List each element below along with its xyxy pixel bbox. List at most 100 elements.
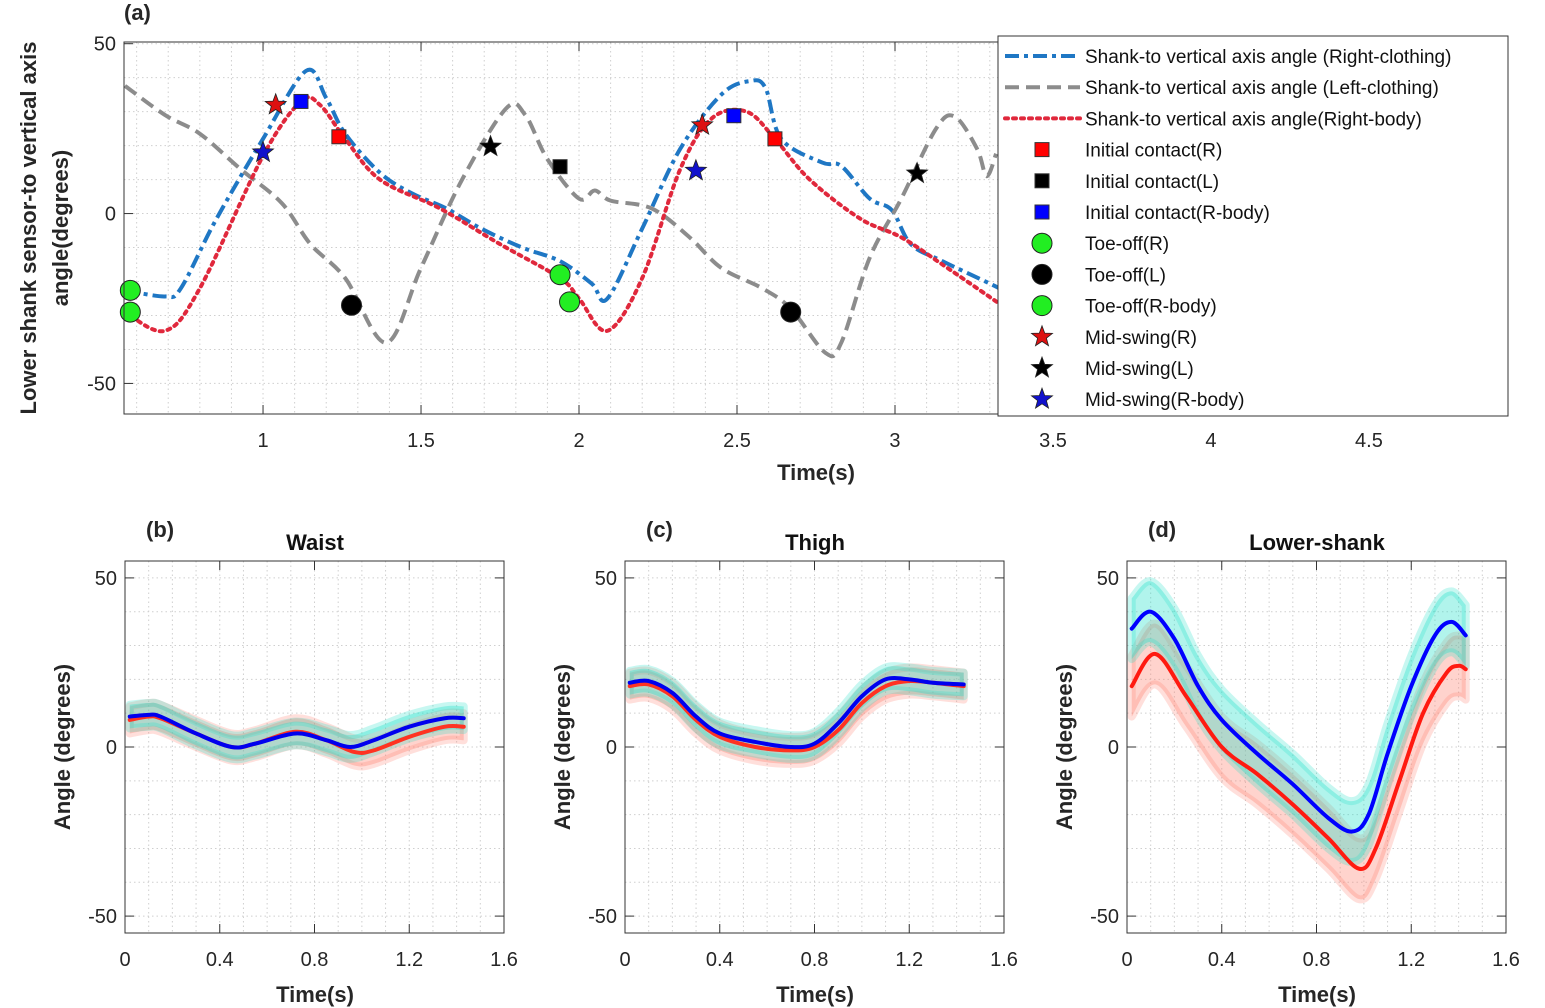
legend-marker-swatch: [1031, 295, 1053, 317]
panel-d: 0 0.4 0.8 1.2 1.6-50050(d)Lower-shankTime(s)…: [1052, 517, 1520, 1007]
event-marker-star: [690, 113, 714, 136]
legend-label: Toe-off(R): [1085, 234, 1169, 255]
legend-label: Initial contact(L): [1085, 172, 1219, 193]
panel-title: Lower-shank: [1249, 530, 1385, 555]
event-marker-square: [767, 131, 783, 147]
legend-label: Shank-to vertical axis angle (Right-clot…: [1085, 47, 1451, 68]
event-marker-square: [331, 129, 347, 145]
legend-label: Shank-to vertical axis angle (Left-cloth…: [1085, 78, 1439, 99]
x-tick-label: 2.5: [723, 430, 751, 452]
event-marker-square: [293, 93, 309, 109]
x-tick-label: 0.8: [801, 949, 829, 971]
y-tick-label: 50: [95, 568, 117, 590]
legend-marker-swatch: [1034, 204, 1050, 220]
x-tick-label: 1.2: [895, 949, 923, 971]
x-tick-label: 0: [1121, 949, 1132, 971]
event-marker-square: [726, 108, 742, 124]
x-tick-label: 4.5: [1355, 430, 1383, 452]
y-axis-label: Angle (degrees): [550, 664, 575, 830]
mean-line: [627, 675, 966, 750]
event-marker-square: [552, 159, 568, 175]
y-axis-label: Angle (degrees): [50, 664, 75, 830]
x-tick-label: 3: [889, 430, 900, 452]
grid: [124, 561, 504, 933]
panel-label: (a): [124, 0, 151, 25]
y-tick-label: -50: [588, 906, 617, 928]
legend-marker-swatch: [1031, 232, 1053, 254]
panel-title: Waist: [286, 530, 345, 555]
event-marker-star: [251, 140, 275, 163]
x-tick-label: 1.6: [1492, 949, 1520, 971]
y-tick-label: -50: [87, 373, 116, 395]
x-tick-label: 1.6: [990, 949, 1018, 971]
mean-line: [1129, 652, 1468, 871]
event-marker-circle: [549, 264, 571, 286]
series-line: [124, 84, 998, 359]
legend-label: Shank-to vertical axis angle(Right-body): [1085, 109, 1422, 130]
legend-label: Toe-off(L): [1085, 265, 1166, 286]
y-axis-label: Lower shank sensor-to vertical axis: [16, 42, 41, 415]
axes-box: [124, 560, 505, 934]
legend-marker-swatch: [1031, 263, 1053, 285]
legend-item: Initial contact(L): [1034, 172, 1219, 193]
panel-c: 0 0.4 0.8 1.2 1.6-50050(c)ThighTime(s)Angle …: [550, 517, 1018, 1007]
y-tick-label: 50: [595, 568, 617, 590]
legend-item: Toe-off(L): [1031, 263, 1166, 286]
event-marker-star: [684, 158, 708, 181]
x-axis-label: Time(s): [1278, 982, 1356, 1007]
event-marker-circle: [559, 291, 581, 313]
x-tick-label: 1.5: [407, 430, 435, 452]
x-axis-label: Time(s): [777, 460, 855, 485]
legend-label: Toe-off(R-body): [1085, 297, 1217, 318]
event-marker-circle: [119, 279, 141, 301]
y-tick-label: -50: [88, 906, 117, 928]
y-axis-label: Angle (degrees): [1052, 664, 1077, 830]
panel-label: (d): [1148, 517, 1176, 542]
legend-marker-swatch: [1034, 173, 1050, 189]
x-tick-label: 2: [573, 430, 584, 452]
axes-box: [624, 560, 1005, 934]
axes-box: [1126, 560, 1507, 934]
x-tick-label: 0.8: [1303, 949, 1331, 971]
event-marker-star: [479, 134, 503, 157]
legend-item: Mid-swing(R-body): [1030, 387, 1244, 411]
legend: Shank-to vertical axis angle (Right-clot…: [997, 35, 1509, 417]
event-marker-circle: [341, 294, 363, 316]
legend-item: Initial contact(R): [1034, 141, 1222, 162]
legend-box: [997, 35, 1509, 417]
mean-line: [127, 712, 466, 750]
legend-label: Mid-swing(L): [1085, 359, 1194, 380]
legend-marker-swatch: [1034, 142, 1050, 158]
legend-item: Toe-off(R-body): [1031, 295, 1217, 318]
x-tick-label: 1.2: [1397, 949, 1425, 971]
x-tick-label: 0.4: [1208, 949, 1236, 971]
x-tick-label: 4: [1205, 430, 1216, 452]
legend-label: Initial contact(R-body): [1085, 203, 1270, 224]
y-tick-label: 0: [606, 737, 617, 759]
x-axis-label: Time(s): [776, 982, 854, 1007]
y-tick-label: 0: [106, 737, 117, 759]
panel-title: Thigh: [785, 530, 845, 555]
x-tick-label: 1.2: [395, 949, 423, 971]
y-axis-label: angle(degrees): [48, 150, 73, 307]
y-tick-label: 0: [1108, 737, 1119, 759]
y-tick-label: -50: [1090, 906, 1119, 928]
legend-marker-swatch: [1030, 355, 1054, 378]
panel-label: (b): [146, 517, 174, 542]
x-tick-label: 1.6: [490, 949, 518, 971]
mean-line: [627, 678, 966, 753]
legend-item: Shank-to vertical axis angle (Left-cloth…: [1005, 78, 1439, 99]
legend-marker-swatch: [1030, 324, 1054, 347]
y-tick-label: 50: [1097, 568, 1119, 590]
mean-line: [1129, 609, 1468, 834]
legend-item: Initial contact(R-body): [1034, 203, 1270, 224]
series-line: [124, 67, 1001, 303]
legend-marker-swatch: [1030, 387, 1054, 410]
legend-item: Toe-off(R): [1031, 232, 1169, 255]
panel-label: (c): [646, 517, 673, 542]
legend-item: Mid-swing(L): [1030, 355, 1194, 380]
panel-a: 1 1.5 2 2.5 3 3.5 4 4.5 -50 0 50 Shank-to vertical …: [16, 0, 1509, 485]
x-tick-label: 3.5: [1039, 430, 1067, 452]
legend-item: Shank-to vertical axis angle(Right-body): [1003, 109, 1422, 130]
